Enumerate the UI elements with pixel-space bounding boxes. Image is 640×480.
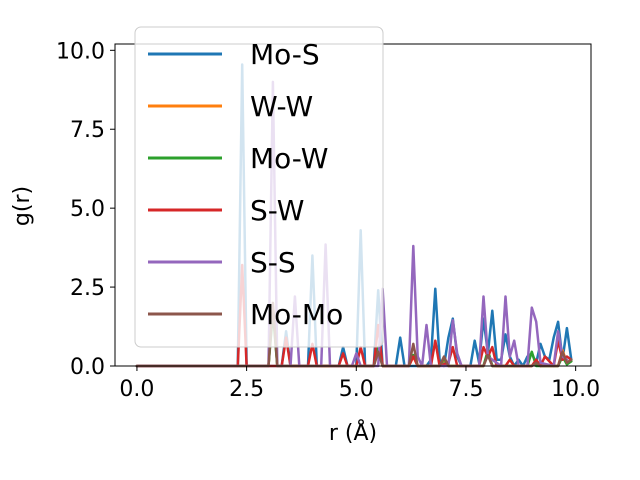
legend: Mo-S W-W Mo-W S-W S-S Mo-Mo <box>134 26 384 348</box>
legend-entry-label: Mo-Mo <box>250 298 343 331</box>
x-tick-label: 5.0 <box>339 377 374 402</box>
legend-entry-label: W-W <box>250 90 313 123</box>
x-tick-label: 7.5 <box>448 377 483 402</box>
y-tick-label: 10.0 <box>56 39 105 64</box>
legend-entry-label: S-W <box>250 194 304 227</box>
axes-layer: 0.0 2.5 5.0 7.5 10.0 0.0 2.5 5.0 7.5 10.0 <box>56 39 600 402</box>
x-axis-label: r (Å) <box>329 419 377 446</box>
x-tick-label: 0.0 <box>119 377 154 402</box>
y-tick-label: 2.5 <box>70 276 105 301</box>
y-tick-label: 7.5 <box>70 118 105 143</box>
y-tick-label: 5.0 <box>70 197 105 222</box>
x-tick-label: 10.0 <box>551 377 600 402</box>
legend-entry-label: S-S <box>250 246 296 279</box>
y-tick-label: 0.0 <box>70 355 105 380</box>
x-tick-label: 2.5 <box>229 377 264 402</box>
legend-entry-label: Mo-S <box>250 38 320 71</box>
legend-entry-label: Mo-W <box>250 142 328 175</box>
y-axis-label: g(r) <box>10 186 35 226</box>
